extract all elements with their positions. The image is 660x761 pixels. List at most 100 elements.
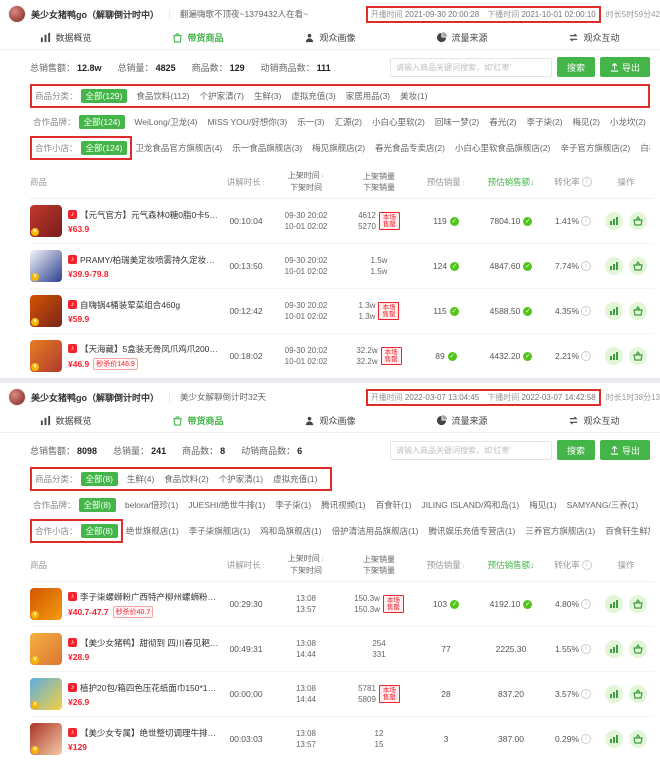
filter-shop-option[interactable]: 倍护清洁用品旗舰店(1) bbox=[331, 526, 419, 536]
search-input[interactable] bbox=[389, 440, 552, 460]
add-basket-button[interactable] bbox=[629, 211, 647, 230]
add-basket-button[interactable] bbox=[629, 256, 647, 275]
add-basket-button[interactable] bbox=[629, 729, 647, 748]
filter-shop-option[interactable]: 李子柒旗舰店(1) bbox=[188, 526, 251, 536]
filter-shop-option[interactable]: 梅见旗舰店(2) bbox=[312, 143, 366, 153]
filter-brand-option[interactable]: 梅见(2) bbox=[572, 117, 600, 127]
filter-brand-option[interactable]: 百食轩(1) bbox=[375, 500, 412, 510]
filter-shop-option[interactable]: 白梅娱品牌旗舰店(2) bbox=[640, 143, 650, 153]
add-basket-button[interactable] bbox=[629, 594, 647, 613]
filter-brand-option[interactable]: 小龙坎(2) bbox=[609, 117, 646, 127]
col-est-sales[interactable]: 预估销量↕ bbox=[426, 559, 466, 570]
filter-shop-option[interactable]: 百食轩生鲜旗舰店(1) bbox=[605, 526, 650, 536]
filter-brand-option[interactable]: 小白心里软(2) bbox=[371, 117, 425, 127]
streamer-avatar[interactable] bbox=[8, 388, 26, 406]
product-image[interactable]: ¥ bbox=[30, 250, 62, 282]
filter-brand-option[interactable]: JUESHI/绝世牛排(1) bbox=[188, 500, 266, 510]
filter-category-option[interactable]: 虚拟充值(3) bbox=[291, 91, 336, 101]
filter-category-option[interactable]: 生鲜(4) bbox=[126, 474, 155, 484]
col-duration[interactable]: 讲解时长↕ bbox=[226, 176, 266, 187]
filter-shop-all[interactable]: 全部(8) bbox=[80, 524, 118, 538]
trend-chart-button[interactable] bbox=[605, 639, 623, 658]
filter-shop-all[interactable]: 全部(124) bbox=[80, 141, 128, 155]
filter-brand-option[interactable]: 李子柒(1) bbox=[275, 500, 312, 510]
export-button[interactable]: 导出 bbox=[599, 440, 650, 460]
filter-shop-option[interactable]: 腾讯娱乐充值专营店(1) bbox=[428, 526, 516, 536]
filter-shop-option[interactable]: 小白心里软食品旗舰店(2) bbox=[454, 143, 551, 153]
filter-brand-option[interactable]: 乐一(3) bbox=[297, 117, 325, 127]
product-image[interactable]: ¥ bbox=[30, 295, 62, 327]
trend-chart-button[interactable] bbox=[605, 301, 623, 320]
filter-shop-option[interactable]: 辛子官方旗舰店(2) bbox=[560, 143, 631, 153]
col-est-sales[interactable]: 预估销量↕ bbox=[426, 176, 466, 187]
product-image[interactable]: ¥ bbox=[30, 633, 62, 665]
tab-products[interactable]: 带货商品 bbox=[132, 409, 264, 432]
filter-category-option[interactable]: 食品饮料(2) bbox=[164, 474, 209, 484]
search-input[interactable] bbox=[389, 57, 552, 77]
tab-data-overview[interactable]: 数据概览 bbox=[0, 409, 132, 432]
product-image[interactable]: ¥ bbox=[30, 588, 62, 620]
filter-shop-option[interactable]: 三养官方旗舰店(1) bbox=[525, 526, 596, 536]
filter-brand-option[interactable]: MISS YOU/好想你(3) bbox=[207, 117, 288, 127]
filter-category-option[interactable]: 家居用品(3) bbox=[345, 91, 391, 101]
tab-traffic-source[interactable]: 流量来源 bbox=[396, 409, 528, 432]
product-image[interactable]: ¥ bbox=[30, 340, 62, 372]
filter-shop-option[interactable]: 绝世旗舰店(1) bbox=[125, 526, 179, 536]
filter-shop-option[interactable]: 春光食品专卖店(2) bbox=[375, 143, 445, 153]
filter-category-all[interactable]: 全部(129) bbox=[80, 89, 128, 103]
filter-category-option[interactable]: 个护家清(7) bbox=[199, 91, 244, 101]
col-est-amount[interactable]: 预估销售额↓ bbox=[487, 559, 535, 570]
col-est-amount[interactable]: 预估销售额↓ bbox=[487, 176, 535, 187]
trend-chart-button[interactable] bbox=[605, 684, 623, 703]
tab-audience-interaction[interactable]: 观众互动 bbox=[528, 26, 660, 49]
trend-chart-button[interactable] bbox=[605, 256, 623, 275]
filter-category-option[interactable]: 美妆(1) bbox=[400, 91, 428, 101]
add-basket-button[interactable] bbox=[629, 684, 647, 703]
trend-chart-button[interactable] bbox=[605, 346, 623, 365]
tab-traffic-source[interactable]: 流量来源 bbox=[396, 26, 528, 49]
filter-brand-option[interactable]: 回味一梦(2) bbox=[434, 117, 480, 127]
filter-brand-option[interactable]: WeiLong/卫龙(4) bbox=[134, 117, 198, 127]
filter-brand-all[interactable]: 全部(124) bbox=[78, 115, 126, 129]
streamer-name[interactable]: 美少女猪鸭go（解聊倒计时中） bbox=[31, 9, 159, 20]
filter-category-option[interactable]: 个护家清(1) bbox=[218, 474, 264, 484]
tab-audience-profile[interactable]: 观众画像 bbox=[264, 26, 396, 49]
tab-audience-interaction[interactable]: 观众互动 bbox=[528, 409, 660, 432]
filter-brand-all[interactable]: 全部(8) bbox=[78, 498, 116, 512]
product-image[interactable]: ¥ bbox=[30, 205, 62, 237]
filter-brand-option[interactable]: JILING ISLAND/鸡和岛(1) bbox=[421, 500, 520, 510]
streamer-name[interactable]: 美少女猪鸭go（解聊倒计时中） bbox=[31, 392, 159, 403]
tab-audience-profile[interactable]: 观众画像 bbox=[264, 409, 396, 432]
filter-brand-option[interactable]: 春光(2) bbox=[489, 117, 517, 127]
trend-chart-button[interactable] bbox=[605, 729, 623, 748]
filter-brand-option[interactable]: SAMYANG/三养(1) bbox=[566, 500, 639, 510]
filter-brand-option[interactable]: belora/倍珍(1) bbox=[124, 500, 179, 510]
filter-shop-option[interactable]: 乐一食品旗舰店(3) bbox=[232, 143, 303, 153]
filter-category-all[interactable]: 全部(8) bbox=[80, 472, 118, 486]
col-time[interactable]: 上架时间↕ 下架时间 bbox=[287, 554, 325, 575]
filter-category-option[interactable]: 食品饮料(112) bbox=[136, 91, 190, 101]
add-basket-button[interactable] bbox=[629, 639, 647, 658]
filter-shop-option[interactable]: 鸡和岛旗舰店(1) bbox=[260, 526, 322, 536]
export-button[interactable]: 导出 bbox=[599, 57, 650, 77]
search-button[interactable]: 搜索 bbox=[556, 440, 595, 460]
tab-products[interactable]: 带货商品 bbox=[132, 26, 264, 49]
search-button[interactable]: 搜索 bbox=[556, 57, 595, 77]
add-basket-button[interactable] bbox=[629, 301, 647, 320]
trend-chart-button[interactable] bbox=[605, 211, 623, 230]
filter-brand-option[interactable]: 梅见(1) bbox=[529, 500, 557, 510]
filter-shop-option[interactable]: 卫龙食品官方旗舰店(4) bbox=[135, 143, 223, 153]
add-basket-button[interactable] bbox=[629, 346, 647, 365]
filter-brand-option[interactable]: 汇源(2) bbox=[334, 117, 362, 127]
col-duration[interactable]: 讲解时长↕ bbox=[226, 559, 266, 570]
streamer-avatar[interactable] bbox=[8, 5, 26, 23]
trend-chart-button[interactable] bbox=[605, 594, 623, 613]
filter-brand-option[interactable]: 腾讯视频(1) bbox=[321, 500, 366, 510]
product-image[interactable]: ¥ bbox=[30, 678, 62, 710]
product-image[interactable]: ¥ bbox=[30, 723, 62, 755]
filter-category-option[interactable]: 虚拟充值(1) bbox=[273, 474, 318, 484]
col-time[interactable]: 上架时间↕ 下架时间 bbox=[287, 171, 325, 192]
tab-data-overview[interactable]: 数据概览 bbox=[0, 26, 132, 49]
filter-brand-option[interactable]: 李子柒(2) bbox=[526, 117, 563, 127]
filter-category-option[interactable]: 生鲜(3) bbox=[253, 91, 282, 101]
